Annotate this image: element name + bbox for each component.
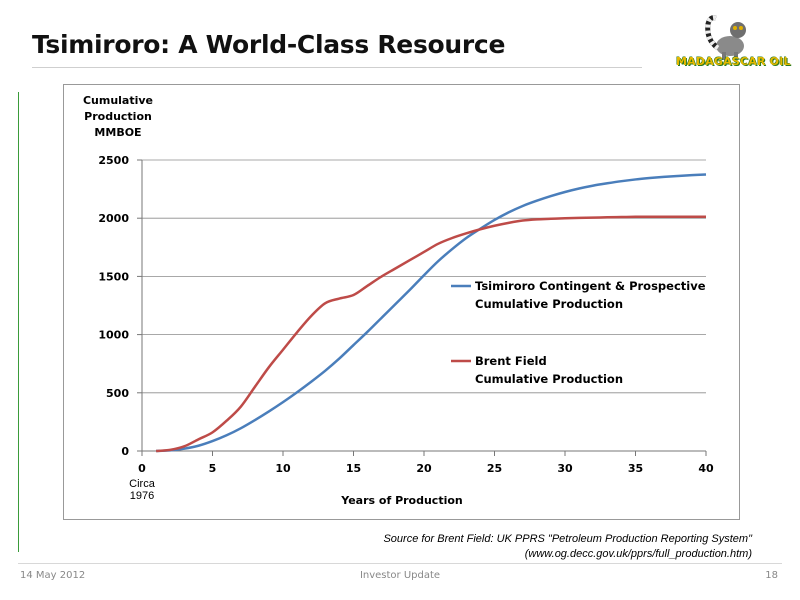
x-tick-label: 5 bbox=[209, 462, 217, 475]
footer-page-number: 18 bbox=[765, 570, 778, 581]
x-tick-label: 25 bbox=[487, 462, 502, 475]
x-tick-label: 20 bbox=[416, 462, 432, 475]
legend-tsimiroro-label: Tsimiroro Contingent & Prospective bbox=[475, 279, 706, 293]
y-tick-label: 0 bbox=[121, 445, 129, 458]
chart-frame: 0 500 1000 1500 2000 2500 0 5 10 15 20 25 30 35 40 Cumu… bbox=[63, 84, 740, 520]
x-tick-label: 0 bbox=[138, 462, 146, 475]
x-axis-label: Years of Production bbox=[340, 494, 463, 507]
source-line-1: Source for Brent Field: UK PPRS "Petrole… bbox=[383, 533, 752, 545]
x-axis-note: Circa bbox=[129, 478, 156, 490]
left-accent-bar bbox=[18, 92, 19, 552]
x-tick-label: 40 bbox=[698, 462, 714, 475]
legend-brent-label: Cumulative Production bbox=[475, 372, 623, 386]
source-note: Source for Brent Field: UK PPRS "Petrole… bbox=[383, 532, 752, 562]
y-tick-label: 1500 bbox=[98, 270, 129, 283]
brent-series-line bbox=[155, 215, 707, 453]
y-axis-label: Production bbox=[84, 110, 152, 123]
y-tick-label: 2500 bbox=[98, 154, 129, 167]
lemur-icon bbox=[705, 15, 746, 60]
logo-text: MADAGASCAR OIL bbox=[676, 55, 791, 68]
x-tick-label: 10 bbox=[275, 462, 291, 475]
slide-title: Tsimiroro: A World-Class Resource bbox=[32, 30, 506, 59]
y-tick-label: 1000 bbox=[98, 329, 129, 342]
x-tick-label: 15 bbox=[346, 462, 361, 475]
x-axis-note: 1976 bbox=[130, 490, 154, 502]
madagascar-oil-logo bbox=[705, 15, 746, 60]
y-axis-label: MMBOE bbox=[94, 126, 141, 139]
y-axis-label: Cumulative bbox=[83, 94, 153, 107]
footer-date: 14 May 2012 bbox=[20, 570, 86, 581]
footer-title: Investor Update bbox=[359, 570, 441, 581]
source-line-2: (www.og.decc.gov.uk/pprs/full_production… bbox=[524, 548, 752, 560]
y-tick-label: 2000 bbox=[98, 212, 129, 225]
x-tick-label: 30 bbox=[557, 462, 573, 475]
tsimiroro-series-line bbox=[156, 173, 707, 453]
title-divider bbox=[32, 67, 642, 68]
y-tick-label: 500 bbox=[106, 387, 129, 400]
legend-tsimiroro-label: Cumulative Production bbox=[475, 297, 623, 311]
footer-divider bbox=[18, 563, 782, 564]
x-tick-label: 35 bbox=[628, 462, 643, 475]
legend-brent-label: Brent Field bbox=[475, 354, 547, 368]
cumulative-production-chart: 0 500 1000 1500 2000 2500 0 5 10 15 20 25 30 35 40 Cumu… bbox=[83, 94, 714, 507]
